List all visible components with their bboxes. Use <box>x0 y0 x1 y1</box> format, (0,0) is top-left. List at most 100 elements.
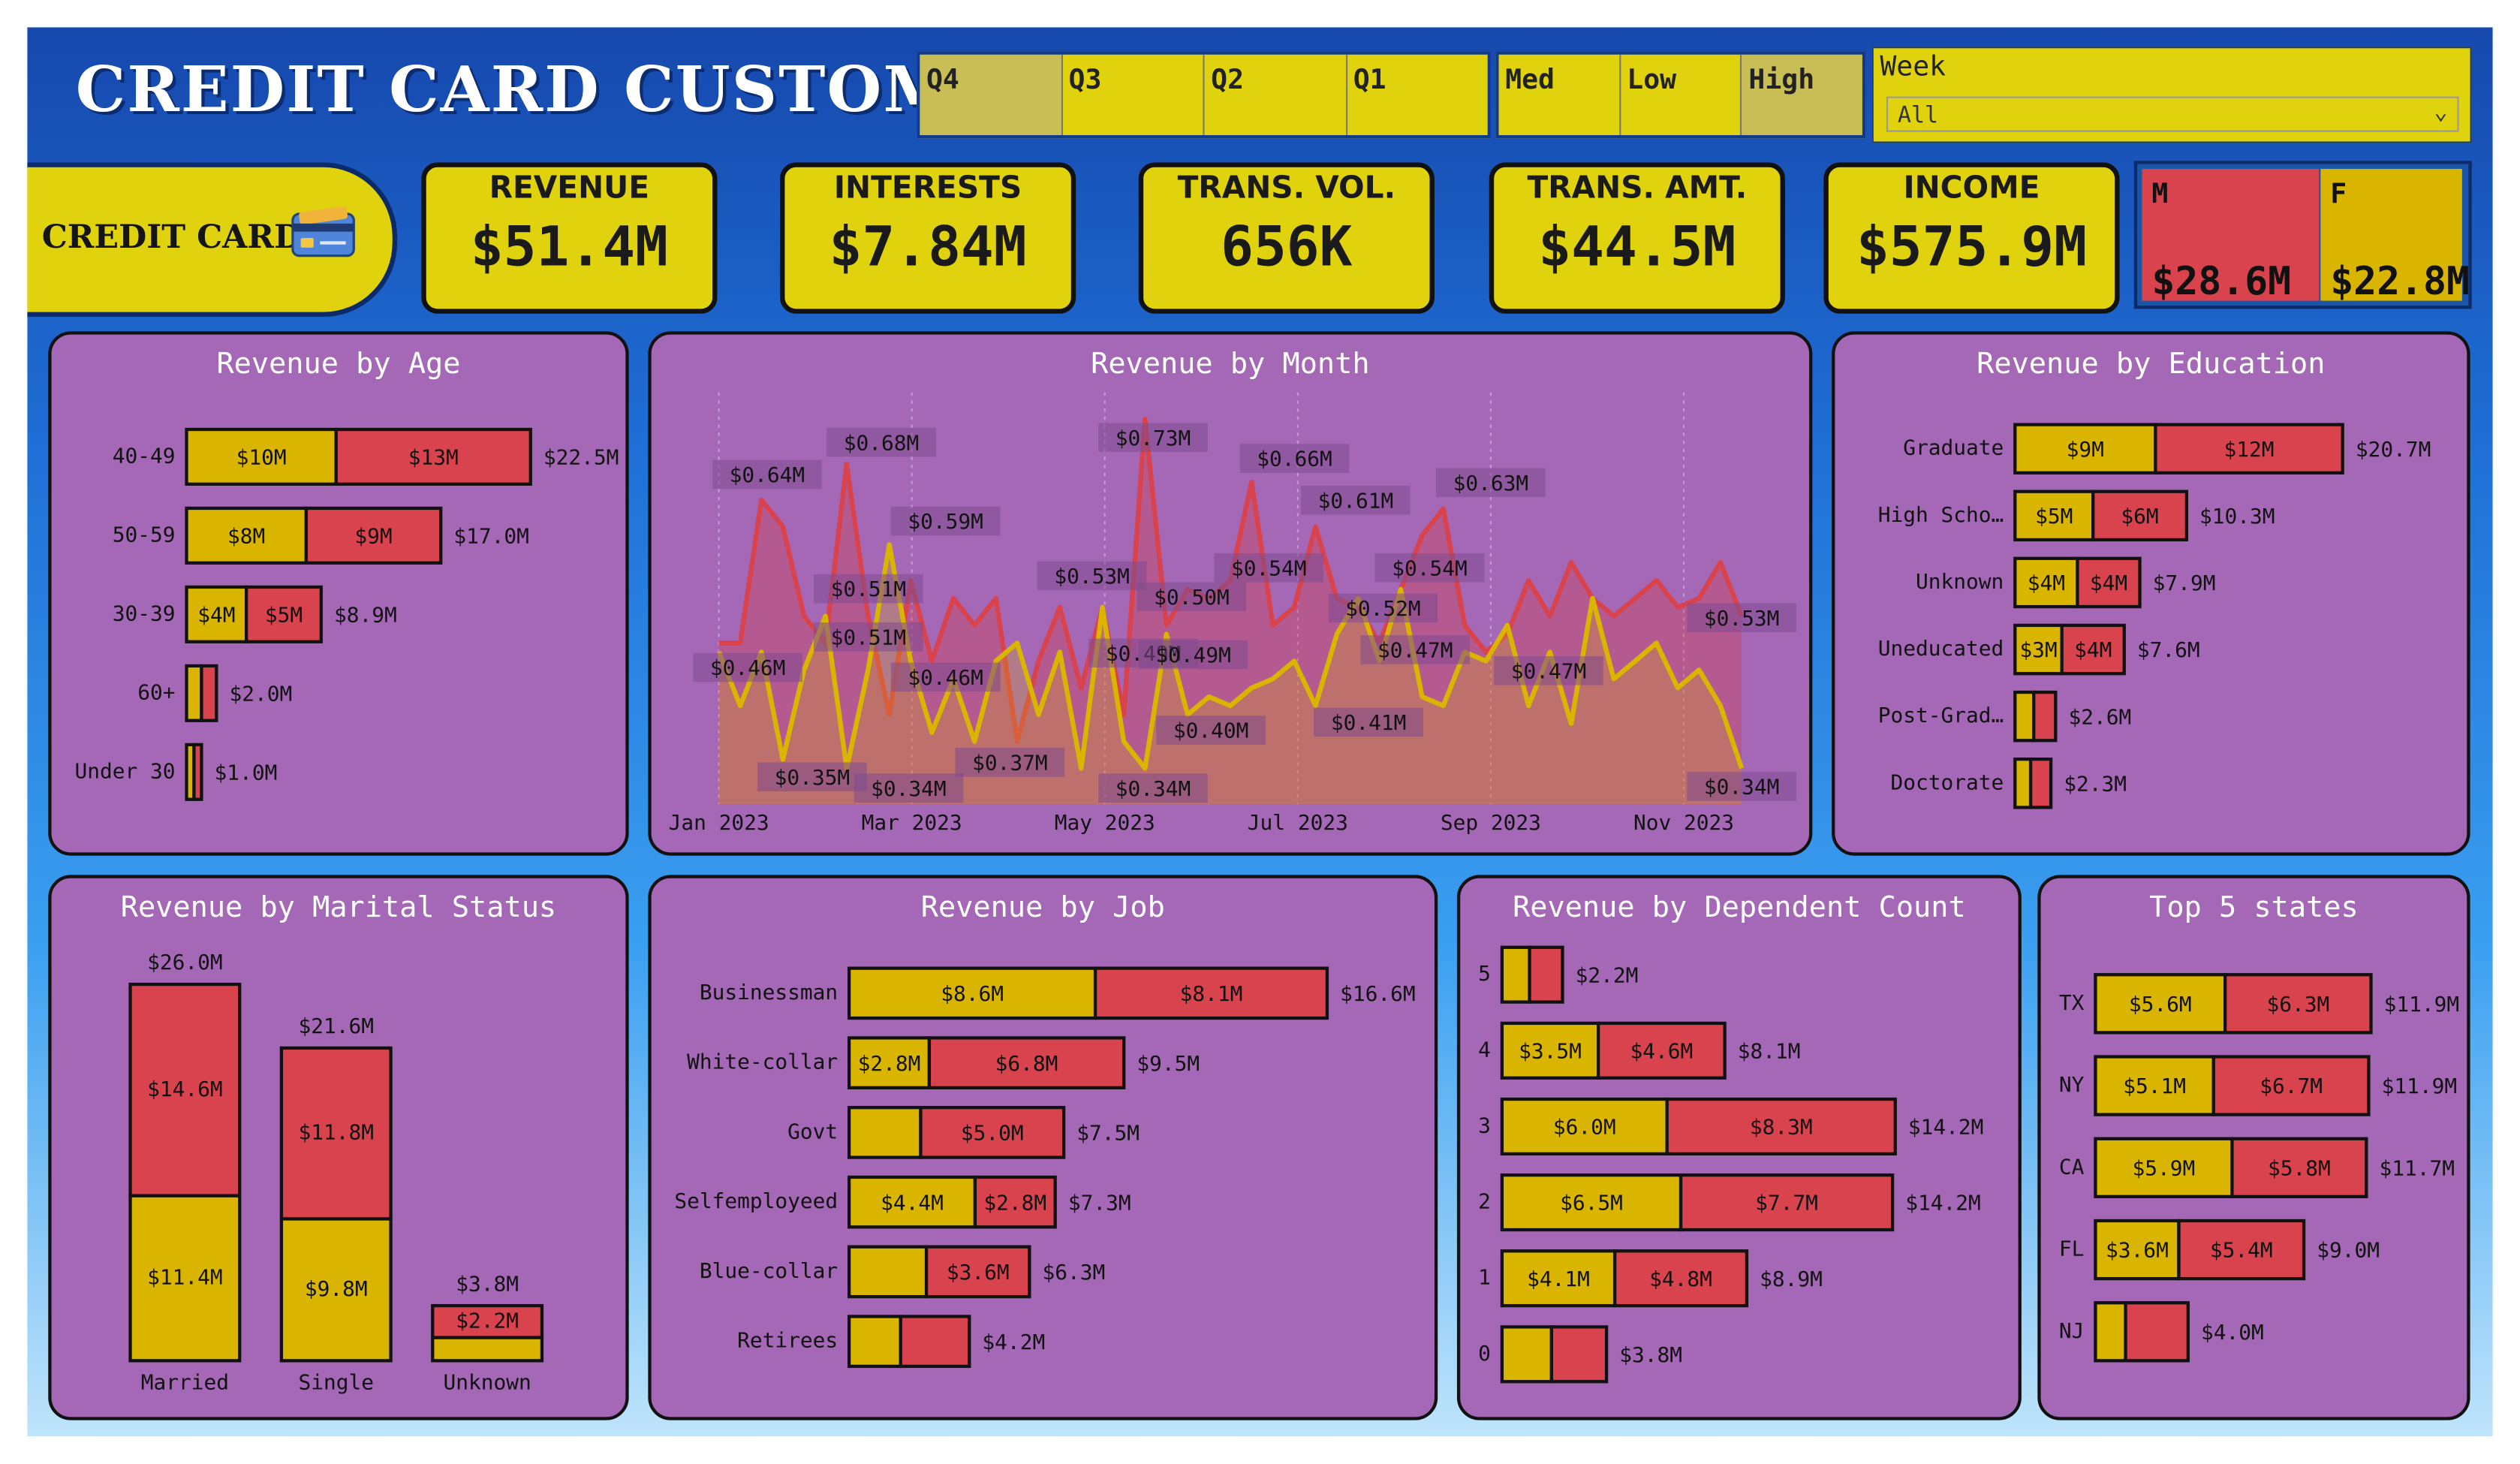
data-label: $3.5M <box>1519 1038 1582 1063</box>
age-chart: 40-49 $10M $13M $22.5M 50-59 $8M $9M $17.0M 30-3… <box>74 427 619 801</box>
data-label: $0.47M <box>1377 638 1453 663</box>
bar-segment-yellow <box>2013 758 2033 809</box>
total-label: $6.3M <box>1043 1260 1106 1285</box>
category-label: Married <box>141 1369 229 1394</box>
marital-chart: $11.4M $14.6M $26.0M Married $9.8M $11.8M $21.… <box>128 950 544 1394</box>
quarter-option-q2[interactable]: Q2 <box>1204 54 1347 135</box>
data-label: $0.41M <box>1331 710 1407 735</box>
data-label: $0.46M <box>710 655 786 680</box>
bar-segment-red <box>304 506 443 565</box>
credit-card-badge: CREDIT CARD <box>27 162 398 318</box>
level-slicer[interactable]: Med Low High <box>1495 51 1866 139</box>
data-label-bg <box>1314 707 1423 737</box>
bar-segment-red <box>2028 758 2053 809</box>
data-label: $5.4M <box>2210 1238 2273 1263</box>
data-label: $0.46M <box>908 665 983 690</box>
data-label-bg <box>814 574 923 604</box>
data-label-bg <box>854 773 964 803</box>
bar-segment-yellow <box>431 1336 544 1363</box>
x-tick-label: Sep 2023 <box>1441 810 1541 835</box>
category-label: CA <box>2059 1154 2085 1179</box>
quarter-option-q1[interactable]: Q1 <box>1347 54 1488 135</box>
panel-revenue-by-age: 40-49 $10M $13M $22.5M 50-59 $8M $9M $17.0M 30-3… <box>48 331 629 856</box>
data-label: $9M <box>2067 437 2104 462</box>
data-label-bg <box>757 762 867 792</box>
data-label-bg <box>1137 582 1247 612</box>
data-label: $0.59M <box>908 509 983 534</box>
data-label: $3.6M <box>2106 1238 2169 1263</box>
data-label: $4M <box>2074 637 2112 662</box>
x-tick-label: Jul 2023 <box>1248 810 1348 835</box>
gender-f-tile[interactable]: F $22.8M <box>2320 168 2470 304</box>
bar-segment-red <box>919 1106 1066 1159</box>
data-label: $4M <box>2090 571 2127 595</box>
data-label-bg <box>1138 640 1248 670</box>
bar-segment-red <box>2032 690 2058 743</box>
kpi-label: INCOME <box>1903 170 2040 206</box>
data-label: $8.1M <box>1180 981 1243 1006</box>
total-label: $21.6M <box>298 1014 374 1038</box>
category-label: 60+ <box>137 679 175 704</box>
data-label: $5M <box>2035 504 2073 529</box>
quarter-option-q3[interactable]: Q3 <box>1061 54 1205 135</box>
data-label: $0.49M <box>1155 643 1231 667</box>
level-option-med[interactable]: Med <box>1498 54 1621 135</box>
data-label-bg <box>1214 553 1324 583</box>
level-option-low[interactable]: Low <box>1620 54 1742 135</box>
panel-title: Revenue by Job <box>920 890 1165 925</box>
gender-breakdown: M $28.6M F $22.8M <box>2133 161 2472 309</box>
bar-segment-red <box>279 1046 393 1221</box>
data-label-bg <box>1239 444 1350 473</box>
data-label: $0.54M <box>1392 556 1468 580</box>
panel-top-5-states: TX $5.6M $6.3M $11.9M NY $5.1M $6.7M $11.9M CA $5… <box>2037 875 2470 1420</box>
data-label-bg <box>890 662 1001 692</box>
week-dropdown[interactable]: All ⌄ <box>1886 96 2459 132</box>
kpi-label: TRANS. AMT. <box>1527 170 1748 206</box>
kpi-value: $575.9M <box>1856 215 2087 280</box>
category-label: Uneducated <box>1878 636 2004 661</box>
data-label: $14.6M <box>147 1077 223 1101</box>
data-label: $5.1M <box>2123 1074 2186 1098</box>
bar-segment-yellow <box>847 1245 929 1299</box>
total-label: $14.2M <box>1908 1115 1984 1140</box>
panel-title: Top 5 states <box>2149 890 2359 925</box>
data-label: $6.8M <box>995 1051 1058 1076</box>
total-label: $3.8M <box>1619 1342 1682 1367</box>
data-label: $7.7M <box>1755 1191 1818 1215</box>
data-label-bg <box>1301 485 1411 515</box>
total-label: $26.0M <box>147 950 223 974</box>
category-label: NY <box>2059 1072 2085 1097</box>
kpi-interests: INTERESTS $7.84M <box>780 162 1076 314</box>
level-option-high[interactable]: High <box>1742 54 1862 135</box>
data-label-bg <box>1156 715 1266 745</box>
category-label: Unknown <box>443 1369 531 1394</box>
data-label: $0.40M <box>1173 718 1249 743</box>
category-label: Retirees <box>737 1328 838 1353</box>
data-label-bg <box>693 652 803 682</box>
data-label: $0.63M <box>1453 471 1529 496</box>
bar-segment-red <box>1665 1097 1897 1156</box>
bar-segment-red <box>2154 423 2344 474</box>
panel-revenue-by-job: Businessman $8.6M $8.1M $16.6M White-collar $… <box>648 875 1438 1420</box>
total-label: $8.9M <box>1760 1267 1823 1291</box>
gender-m-tile[interactable]: M $28.6M <box>2142 168 2320 304</box>
category-label: Graduate <box>1903 435 2004 460</box>
bar-segment-yellow <box>847 1036 932 1089</box>
week-dropdown-value: All <box>1897 103 1939 129</box>
total-label: $20.7M <box>2356 437 2431 462</box>
bar-segment-red <box>200 664 218 722</box>
quarter-option-q4[interactable]: Q4 <box>920 54 1062 135</box>
category-label: 0 <box>1478 1341 1491 1366</box>
total-label: $11.7M <box>2379 1155 2455 1180</box>
x-tick-label: Nov 2023 <box>1633 810 1734 835</box>
bar-segment-red <box>192 743 203 801</box>
bar-segment-red <box>2124 1301 2190 1363</box>
job-chart: Businessman $8.6M $8.1M $16.6M White-collar $… <box>674 966 1416 1369</box>
x-tick-label: May 2023 <box>1055 810 1155 835</box>
category-label: 5 <box>1478 961 1491 986</box>
bar-segment-yellow <box>2094 1218 2181 1281</box>
category-label: White-collar <box>687 1050 838 1074</box>
data-label: $5.6M <box>2129 992 2192 1017</box>
quarter-slicer[interactable]: Q4 Q3 Q2 Q1 <box>917 51 1491 139</box>
bar-segment-red <box>2211 1055 2371 1116</box>
